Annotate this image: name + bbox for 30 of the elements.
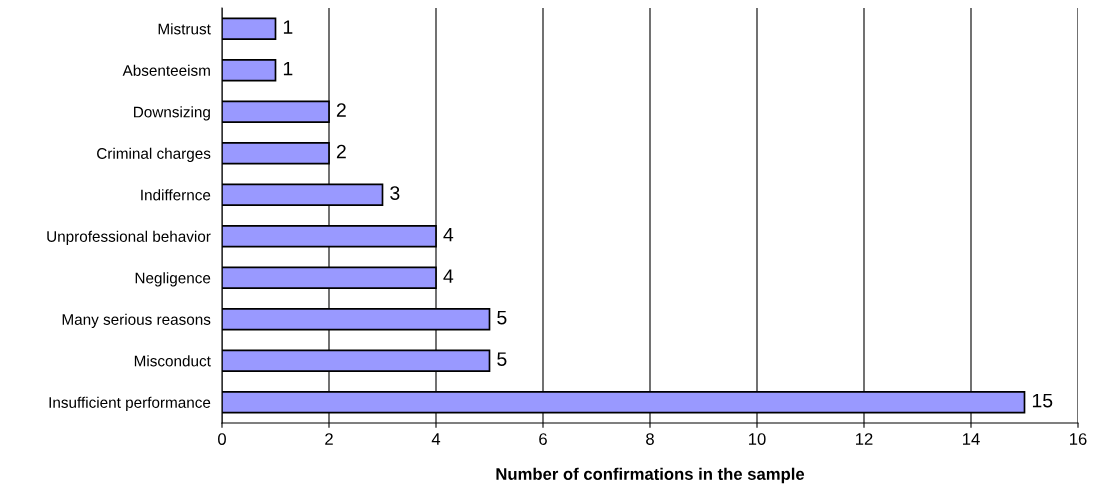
y-tick-label: Many serious reasons — [62, 313, 211, 328]
x-tick-label: 14 — [963, 433, 980, 445]
y-tick-label: Indiffernce — [141, 189, 211, 201]
x-axis-title: Number of confirmations in the sample — [496, 467, 805, 484]
data-label: 5 — [497, 352, 507, 366]
y-tick-label: Criminal charges — [97, 147, 211, 162]
x-tick-label: 0 — [218, 433, 226, 445]
x-tick-label: 2 — [325, 433, 333, 445]
x-tick-label: 6 — [539, 433, 547, 445]
y-tick-label: Negligence — [135, 272, 211, 287]
data-label: 1 — [283, 20, 293, 34]
x-tick-label: 12 — [856, 433, 873, 445]
data-label: 2 — [336, 103, 346, 117]
data-label: 5 — [497, 310, 507, 325]
y-tick-label: Insufficient performance — [49, 396, 211, 411]
x-tick-label: 16 — [1070, 433, 1087, 445]
x-tick-label: 8 — [646, 433, 654, 445]
x-tick-label: 10 — [749, 433, 766, 445]
y-tick-label: Downsizing — [134, 106, 210, 121]
data-label: 4 — [443, 269, 454, 283]
data-label: 4 — [443, 227, 454, 242]
data-label: 15 — [1032, 393, 1053, 408]
y-tick-label: Mistrust — [158, 23, 211, 35]
data-label: 3 — [390, 186, 400, 200]
y-tick-label: Misconduct — [134, 355, 211, 367]
data-label: 2 — [336, 144, 346, 159]
data-label: 1 — [283, 61, 293, 76]
y-tick-label: Unprofessional behavior — [47, 230, 211, 245]
y-tick-label: Absenteeism — [122, 64, 210, 76]
x-tick-label: 4 — [431, 433, 441, 445]
